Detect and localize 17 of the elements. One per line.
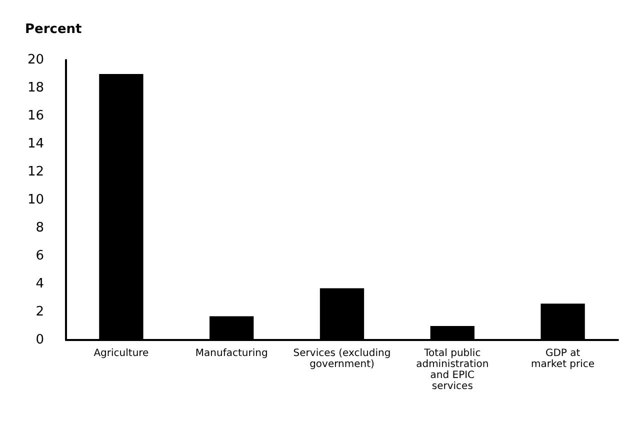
y-tick-label: 16 — [27, 108, 44, 124]
y-tick-label: 14 — [27, 136, 44, 152]
y-tick-label: 2 — [36, 304, 44, 320]
y-tick-label: 12 — [27, 164, 44, 180]
y-tick-label: 0 — [36, 332, 44, 348]
y-tick-label: 6 — [36, 248, 44, 264]
y-tick-label: 20 — [27, 52, 44, 68]
x-tick-label: Manufacturing — [195, 348, 268, 359]
x-tick-label: GDP at market price — [531, 348, 595, 370]
y-tick-label: 18 — [27, 80, 44, 96]
y-tick-label: 4 — [36, 276, 44, 292]
x-tick-label: Services (excluding government) — [293, 348, 391, 370]
y-tick-label: 8 — [36, 220, 44, 236]
x-tick-label: Total public administration and EPIC services — [416, 348, 489, 392]
y-tick-label: 10 — [27, 192, 44, 208]
x-tick-label: Agriculture — [94, 348, 149, 359]
y-axis-title: Percent — [25, 22, 82, 37]
